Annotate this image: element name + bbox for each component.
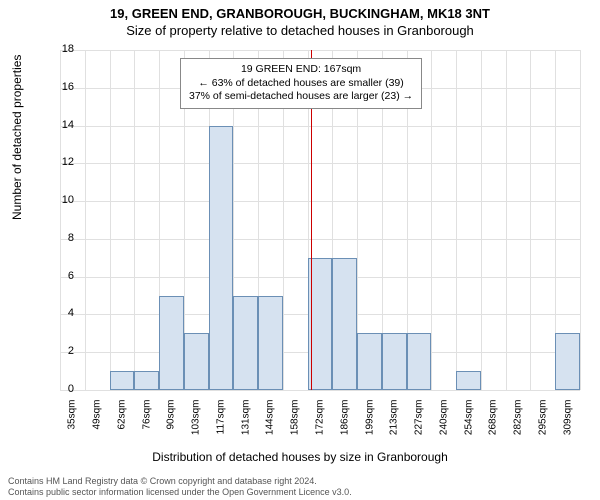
annotation-line2: ← 63% of detached houses are smaller (39…: [189, 77, 413, 91]
bar: [555, 333, 580, 390]
x-tick: 131sqm: [240, 400, 251, 450]
gridline-v: [481, 50, 482, 390]
bar: [110, 371, 135, 390]
gridline-v: [85, 50, 86, 390]
bar: [456, 371, 481, 390]
x-tick: 144sqm: [265, 400, 276, 450]
chart-title-sub: Size of property relative to detached ho…: [0, 21, 600, 38]
x-tick: 76sqm: [141, 400, 152, 450]
x-tick: 309sqm: [562, 400, 573, 450]
x-tick: 90sqm: [166, 400, 177, 450]
y-tick: 14: [44, 119, 74, 131]
gridline-h: [60, 390, 580, 391]
x-tick: 295sqm: [537, 400, 548, 450]
y-tick: 2: [44, 345, 74, 357]
plot-area: 19 GREEN END: 167sqm ← 63% of detached h…: [60, 50, 580, 390]
x-tick: 227sqm: [414, 400, 425, 450]
gridline-h: [60, 50, 580, 51]
bar: [258, 296, 283, 390]
annotation-line3: 37% of semi-detached houses are larger (…: [189, 90, 413, 104]
gridline-h: [60, 239, 580, 240]
bar: [407, 333, 432, 390]
x-tick: 35sqm: [67, 400, 78, 450]
gridline-v: [431, 50, 432, 390]
x-tick: 282sqm: [513, 400, 524, 450]
x-tick: 117sqm: [215, 400, 226, 450]
bar: [134, 371, 159, 390]
gridline-v: [456, 50, 457, 390]
x-tick: 103sqm: [191, 400, 202, 450]
y-tick: 6: [44, 270, 74, 282]
y-tick: 4: [44, 307, 74, 319]
gridline-v: [580, 50, 581, 390]
x-tick: 240sqm: [438, 400, 449, 450]
bar: [209, 126, 234, 390]
bar: [159, 296, 184, 390]
x-tick: 199sqm: [364, 400, 375, 450]
footer-line1: Contains HM Land Registry data © Crown c…: [8, 476, 352, 487]
gridline-h: [60, 201, 580, 202]
y-tick: 10: [44, 194, 74, 206]
gridline-h: [60, 163, 580, 164]
y-tick: 8: [44, 232, 74, 244]
annotation-box: 19 GREEN END: 167sqm ← 63% of detached h…: [180, 58, 422, 109]
bar: [357, 333, 382, 390]
y-tick: 18: [44, 43, 74, 55]
x-tick: 268sqm: [488, 400, 499, 450]
gridline-v: [134, 50, 135, 390]
bar: [233, 296, 258, 390]
x-tick: 172sqm: [315, 400, 326, 450]
x-tick: 158sqm: [290, 400, 301, 450]
gridline-v: [60, 50, 61, 390]
x-tick: 213sqm: [389, 400, 400, 450]
bar: [184, 333, 209, 390]
gridline-v: [110, 50, 111, 390]
bar: [382, 333, 407, 390]
y-tick: 12: [44, 156, 74, 168]
annotation-line1: 19 GREEN END: 167sqm: [189, 63, 413, 77]
footer-attribution: Contains HM Land Registry data © Crown c…: [8, 476, 352, 498]
chart-container: 19, GREEN END, GRANBOROUGH, BUCKINGHAM, …: [0, 0, 600, 500]
bar: [332, 258, 357, 390]
x-axis-label: Distribution of detached houses by size …: [0, 450, 600, 464]
gridline-h: [60, 126, 580, 127]
x-tick: 254sqm: [463, 400, 474, 450]
gridline-v: [506, 50, 507, 390]
y-tick: 0: [44, 383, 74, 395]
y-tick: 16: [44, 81, 74, 93]
y-axis-label: Number of detached properties: [10, 55, 24, 220]
footer-line2: Contains public sector information licen…: [8, 487, 352, 498]
x-tick: 49sqm: [92, 400, 103, 450]
x-tick: 186sqm: [339, 400, 350, 450]
chart-title-main: 19, GREEN END, GRANBOROUGH, BUCKINGHAM, …: [0, 0, 600, 21]
gridline-v: [530, 50, 531, 390]
x-tick: 62sqm: [116, 400, 127, 450]
